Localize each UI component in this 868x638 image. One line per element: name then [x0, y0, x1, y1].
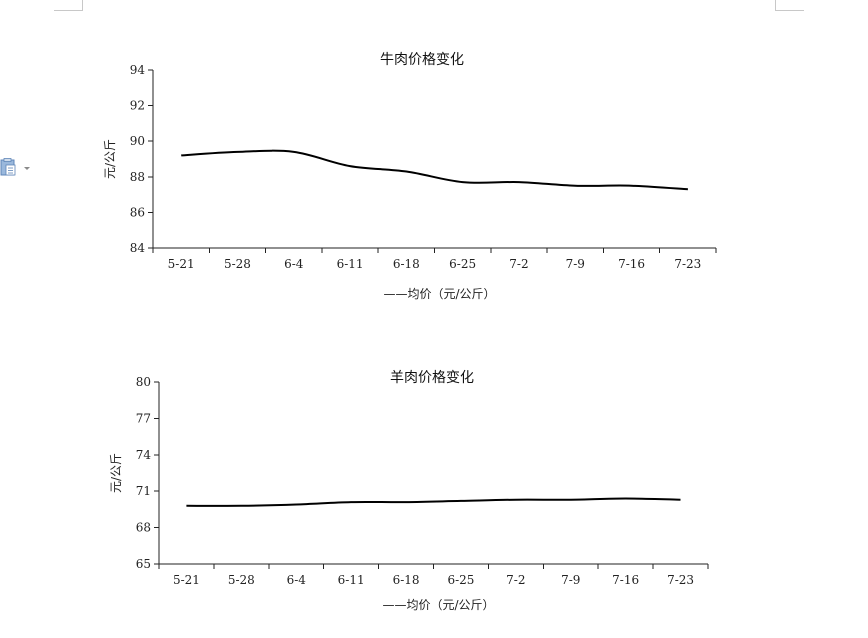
x-tick-label: 5-28	[224, 257, 251, 271]
data-point	[625, 497, 627, 499]
y-tick-label: 90	[130, 134, 145, 148]
y-tick-label: 94	[130, 63, 146, 77]
x-tick-label: 6-11	[338, 573, 365, 587]
chart-title: 羊肉价格变化	[390, 370, 474, 386]
data-point	[350, 501, 352, 503]
x-tick-label: 6-11	[337, 257, 364, 271]
x-tick-label: 7-2	[506, 573, 525, 587]
data-point	[349, 165, 351, 167]
data-point	[405, 170, 407, 172]
data-point	[462, 181, 464, 183]
x-tick-label: 7-2	[509, 257, 528, 271]
series-line	[181, 149, 688, 191]
data-point	[574, 185, 576, 187]
chevron-down-icon	[24, 167, 30, 170]
data-point	[240, 505, 242, 507]
beef-price-chart: 牛肉价格变化 84 86 88 90 92 94 5-21 5-28 6-4 6-11 6-18 6-2…	[103, 52, 717, 301]
data-point	[515, 499, 517, 501]
data-point	[680, 499, 682, 501]
y-tick-label: 65	[136, 557, 151, 571]
data-point	[631, 185, 633, 187]
x-tick-label: 6-18	[393, 257, 420, 271]
x-tick-label: 5-21	[173, 573, 200, 587]
x-tick-label: 7-23	[667, 573, 694, 587]
data-point	[570, 499, 572, 501]
data-point	[460, 500, 462, 502]
x-tick-label: 7-9	[561, 573, 580, 587]
y-axis-label: 元/公斤	[103, 139, 117, 179]
paste-options-icon[interactable]	[0, 158, 34, 178]
legend-label: ——均价（元/公斤）	[383, 287, 495, 301]
data-point	[293, 151, 295, 153]
x-tick-label: 5-21	[168, 257, 195, 271]
x-tick-label: 6-25	[449, 257, 476, 271]
y-tick-label: 74	[136, 448, 152, 462]
series-line	[186, 497, 681, 507]
x-tick-label: 7-9	[566, 257, 585, 271]
x-tick-label: 6-25	[447, 573, 474, 587]
y-tick-label: 71	[136, 484, 151, 498]
x-tick-label: 7-23	[674, 257, 701, 271]
y-tick-label: 80	[136, 375, 151, 389]
y-tick-label: 88	[130, 170, 145, 184]
legend-label: ——均价（元/公斤）	[382, 598, 494, 612]
page-corner-mark-right	[775, 0, 804, 11]
data-point	[405, 501, 407, 503]
x-tick-label: 5-28	[228, 573, 255, 587]
chart-title: 牛肉价格变化	[380, 52, 464, 68]
data-point	[518, 181, 520, 183]
y-axis-label: 元/公斤	[109, 453, 123, 493]
data-point	[236, 151, 238, 153]
x-tick-label: 6-4	[284, 257, 304, 271]
y-tick-label: 68	[136, 521, 151, 535]
y-tick-label: 86	[130, 205, 145, 219]
y-tick-label: 92	[130, 99, 145, 113]
x-tick-label: 6-18	[393, 573, 420, 587]
data-point	[185, 505, 187, 507]
page-corner-mark-left	[54, 0, 83, 11]
y-tick-label: 84	[130, 241, 146, 255]
data-point	[687, 188, 689, 190]
x-tick-label: 6-4	[287, 573, 307, 587]
y-tick-label: 77	[136, 411, 151, 425]
data-point	[180, 154, 182, 156]
x-tick-label: 7-16	[618, 257, 645, 271]
mutton-price-chart: 羊肉价格变化 65 68 71 74 77 80 5-21 5-28 6-4 6-11 6-18 6-2…	[109, 370, 709, 612]
x-tick-label: 7-16	[612, 573, 639, 587]
data-point	[295, 504, 297, 506]
